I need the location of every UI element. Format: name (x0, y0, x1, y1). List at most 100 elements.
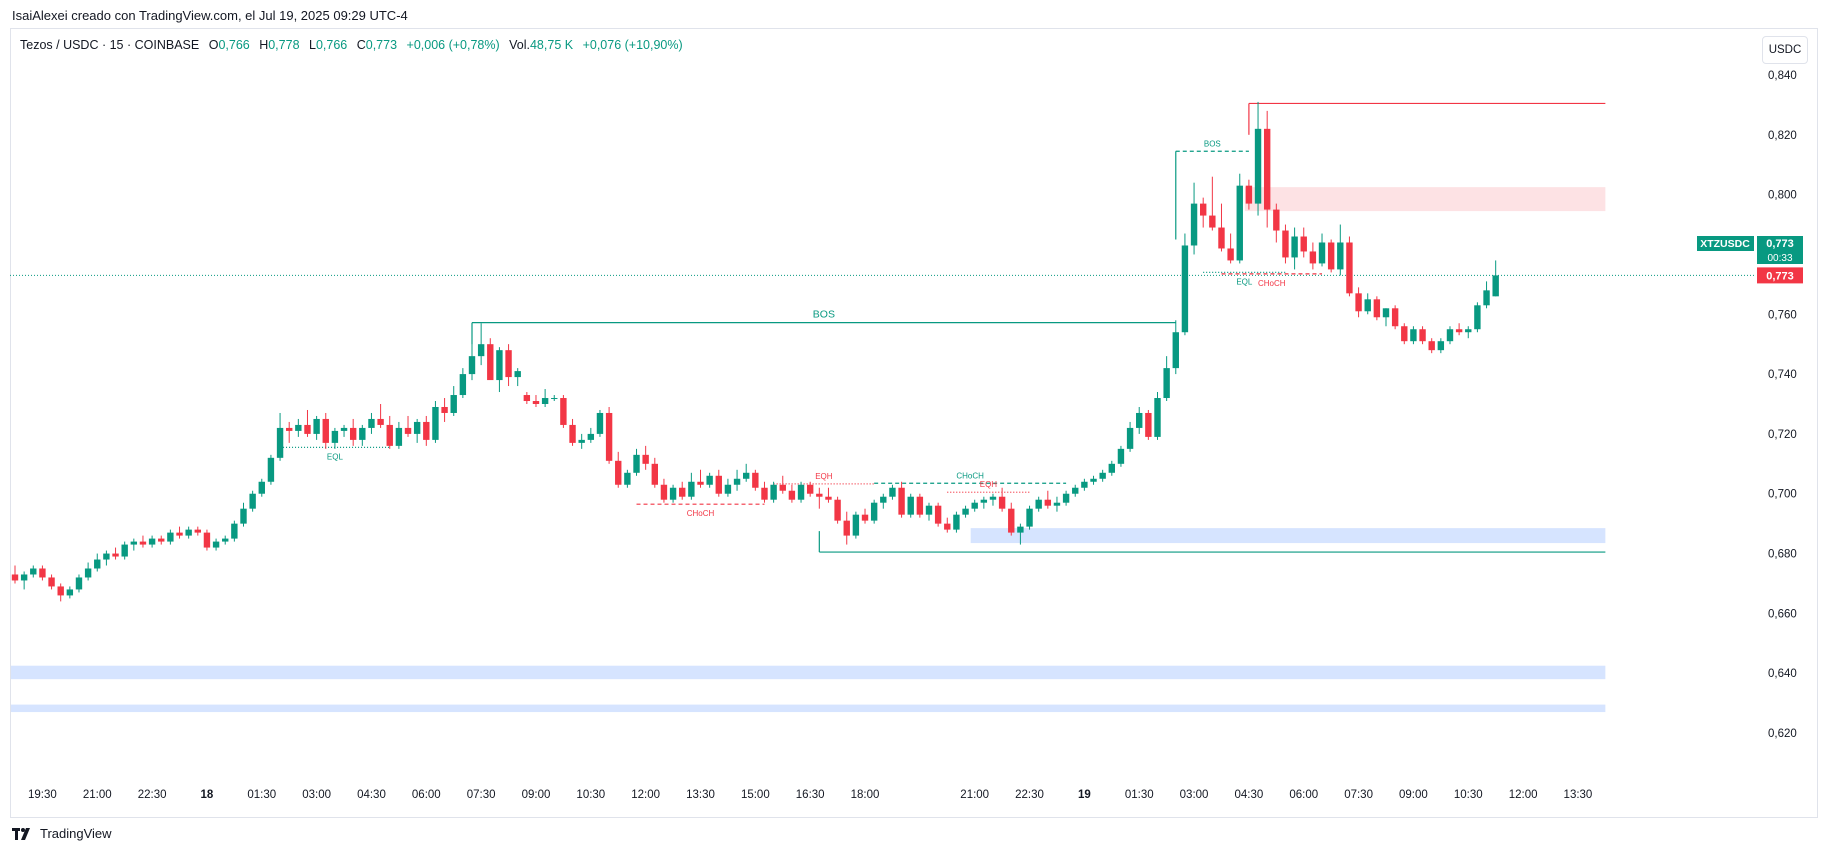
candle[interactable] (139, 535, 147, 548)
candle[interactable] (11, 565, 19, 584)
candle[interactable] (112, 547, 119, 560)
candle[interactable] (222, 535, 229, 545)
candle[interactable] (1337, 224, 1344, 276)
candle[interactable] (57, 583, 64, 602)
candle[interactable] (998, 487, 1006, 512)
candle[interactable] (1282, 224, 1289, 264)
candle[interactable] (1483, 281, 1490, 309)
candle[interactable] (75, 574, 83, 593)
candle[interactable] (423, 415, 430, 446)
candle[interactable] (825, 487, 832, 503)
candle[interactable] (989, 493, 997, 506)
candle[interactable] (679, 481, 686, 500)
candle[interactable] (1364, 293, 1371, 315)
candle[interactable] (1428, 338, 1435, 354)
candle[interactable] (1190, 182, 1198, 255)
candle[interactable] (1209, 176, 1216, 231)
candle[interactable] (651, 457, 658, 488)
candle[interactable] (304, 409, 311, 437)
candle[interactable] (1263, 110, 1271, 228)
candle[interactable] (1044, 490, 1052, 509)
candle[interactable] (523, 392, 531, 404)
candle[interactable] (761, 481, 768, 503)
candle[interactable] (1446, 326, 1454, 345)
candle[interactable] (514, 368, 521, 387)
candle[interactable] (605, 406, 613, 464)
candle[interactable] (1401, 323, 1408, 345)
candle[interactable] (541, 389, 549, 407)
candle[interactable] (962, 505, 969, 518)
candle[interactable] (331, 427, 339, 449)
candle[interactable] (816, 487, 823, 509)
candle[interactable] (322, 412, 329, 449)
candle[interactable] (39, 565, 46, 581)
candle[interactable] (642, 445, 649, 470)
candle[interactable] (560, 395, 567, 428)
candle[interactable] (176, 526, 183, 539)
candle[interactable] (148, 535, 156, 548)
footer-brand[interactable]: TradingView (12, 826, 112, 841)
candle[interactable] (94, 553, 101, 572)
candle[interactable] (487, 338, 494, 381)
candle[interactable] (103, 550, 110, 566)
candle[interactable] (1145, 409, 1152, 440)
candle[interactable] (240, 502, 247, 527)
candle[interactable] (1373, 296, 1381, 321)
candle[interactable] (20, 571, 28, 590)
currency-button[interactable]: USDC (1762, 36, 1808, 64)
candle[interactable] (779, 475, 786, 494)
candle[interactable] (1035, 496, 1042, 512)
candle[interactable] (368, 412, 375, 434)
candle[interactable] (1072, 484, 1079, 497)
candle[interactable] (505, 344, 512, 387)
candle[interactable] (843, 511, 850, 545)
candle[interactable] (203, 529, 211, 551)
candle[interactable] (1291, 227, 1298, 270)
candle[interactable] (898, 481, 905, 518)
candle[interactable] (313, 415, 320, 440)
candle[interactable] (1492, 260, 1499, 297)
candle[interactable] (231, 520, 238, 542)
candle[interactable] (1163, 356, 1170, 402)
candle[interactable] (1300, 227, 1307, 258)
candle[interactable] (185, 526, 192, 539)
candle[interactable] (806, 481, 814, 497)
candle[interactable] (706, 472, 713, 488)
candle[interactable] (459, 368, 467, 399)
candle[interactable] (880, 493, 887, 509)
candle[interactable] (624, 469, 631, 488)
candle[interactable] (788, 484, 796, 503)
candle[interactable] (1053, 496, 1061, 512)
candle[interactable] (1172, 320, 1179, 375)
candle[interactable] (84, 562, 92, 581)
candle[interactable] (743, 463, 750, 482)
candle[interactable] (1218, 203, 1225, 252)
candle[interactable] (770, 481, 777, 503)
candle[interactable] (715, 469, 722, 497)
candle[interactable] (532, 395, 540, 407)
candle[interactable] (669, 484, 677, 503)
candle[interactable] (441, 398, 448, 422)
candle[interactable] (971, 499, 978, 512)
candle[interactable] (413, 418, 421, 443)
candle[interactable] (249, 490, 256, 512)
chart-frame[interactable] (10, 28, 1818, 818)
candle[interactable] (944, 517, 951, 533)
candle[interactable] (1099, 469, 1106, 482)
candle[interactable] (1200, 197, 1207, 228)
candle[interactable] (349, 418, 357, 446)
candle[interactable] (752, 469, 759, 491)
candle[interactable] (340, 424, 348, 437)
candle[interactable] (1254, 101, 1262, 216)
candle[interactable] (870, 499, 878, 524)
candle[interactable] (861, 508, 869, 524)
candle[interactable] (267, 454, 275, 485)
candle[interactable] (1136, 406, 1143, 434)
candle[interactable] (30, 565, 37, 578)
candle[interactable] (359, 424, 366, 446)
candle[interactable] (1455, 323, 1463, 336)
candle[interactable] (733, 469, 741, 491)
candle[interactable] (724, 478, 732, 497)
candle[interactable] (907, 493, 914, 518)
